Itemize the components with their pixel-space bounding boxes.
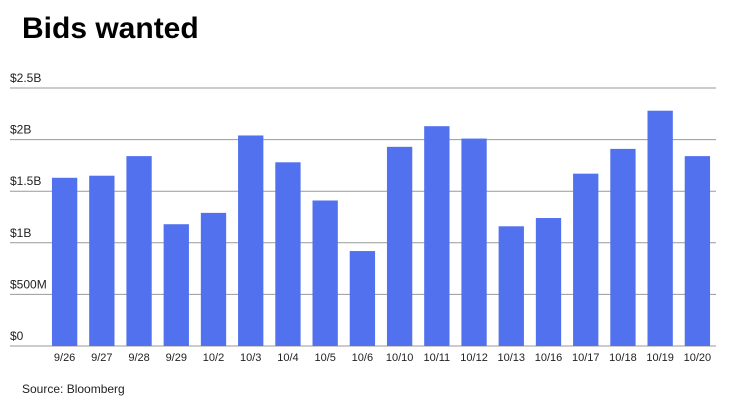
- x-tick-label: 10/5: [314, 352, 335, 364]
- x-tick-label: 10/18: [609, 352, 637, 364]
- bar: [461, 138, 487, 346]
- bar: [535, 218, 562, 346]
- bar: [610, 148, 636, 346]
- bar: [89, 175, 115, 346]
- bar: [647, 110, 673, 346]
- x-tick-label: 10/20: [684, 352, 712, 364]
- bar: [349, 251, 376, 346]
- y-tick-label: $0: [10, 329, 24, 343]
- source: Source: Bloomberg: [22, 382, 125, 396]
- bar: [238, 135, 264, 346]
- bar: [126, 156, 152, 346]
- x-tick-label: 10/6: [352, 352, 373, 364]
- bar: [275, 162, 301, 346]
- x-tick-label: 10/3: [240, 352, 261, 364]
- x-tick-label: 9/28: [128, 352, 149, 364]
- x-tick-label: 10/12: [460, 352, 488, 364]
- bar: [51, 177, 78, 346]
- bar: [684, 156, 711, 346]
- y-tick-label: $2B: [10, 123, 31, 137]
- y-tick-label: $1B: [10, 226, 31, 240]
- bar: [498, 226, 524, 346]
- x-tick-label: 10/16: [535, 352, 563, 364]
- y-tick-label: $2.5B: [10, 71, 41, 85]
- x-tick-label: 10/11: [423, 352, 450, 364]
- x-tick-label: 10/4: [277, 352, 298, 364]
- y-tick-label: $1.5B: [10, 174, 41, 188]
- y-tick-label: $500M: [10, 277, 47, 291]
- bar: [573, 173, 599, 346]
- bar: [312, 200, 338, 346]
- bar: [163, 224, 189, 346]
- x-tick-label: 10/19: [646, 352, 674, 364]
- x-tick-label: 10/17: [572, 352, 600, 364]
- bar: [424, 126, 450, 347]
- x-tick-label: 10/13: [498, 352, 526, 364]
- x-tick-label: 9/27: [91, 352, 112, 364]
- bar: [200, 212, 227, 346]
- x-tick-label: 9/29: [166, 352, 187, 364]
- x-tick-label: 10/2: [203, 352, 224, 364]
- x-tick-label: 10/10: [386, 352, 414, 364]
- x-tick-label: 9/26: [54, 352, 75, 364]
- chart-title: Bids wanted: [22, 12, 199, 45]
- bar: [386, 146, 413, 346]
